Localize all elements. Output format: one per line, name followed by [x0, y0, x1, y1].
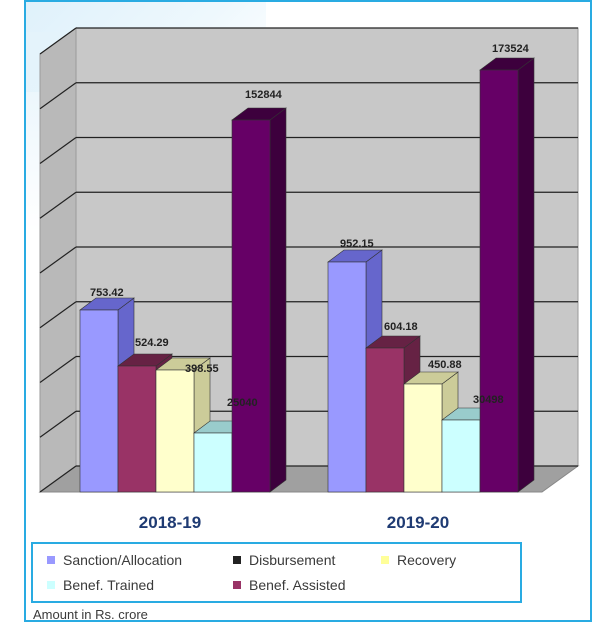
- bar: [79, 309, 119, 493]
- legend-swatch-disbursement: [233, 556, 241, 564]
- bar: [327, 261, 367, 493]
- value-label: 450.88: [428, 359, 462, 371]
- gridline-side: [39, 191, 77, 219]
- legend-label-disbursement: Disbursement: [249, 552, 336, 568]
- bar: [117, 365, 157, 493]
- bar: [365, 347, 405, 493]
- gridline-side: [39, 410, 77, 438]
- category-labels: 2018-19 2019-20: [139, 513, 449, 532]
- bars: [79, 57, 535, 493]
- gridline-side: [39, 465, 77, 493]
- legend-label-recovery: Recovery: [397, 552, 457, 568]
- legend-item-sanction: Sanction/Allocation: [47, 552, 182, 568]
- gridline-side: [39, 82, 77, 110]
- category-label: 2018-19: [139, 513, 201, 532]
- value-labels: 753.42 524.29 398.55 25040 152844 952.15 604.1…: [90, 43, 530, 409]
- legend-item-disbursement: Disbursement: [233, 552, 335, 568]
- bar: [403, 383, 443, 493]
- bar: [231, 119, 271, 493]
- bar: [155, 369, 195, 493]
- legend-item-recovery: Recovery: [381, 552, 456, 568]
- legend-item-assisted: Benef. Assisted: [233, 577, 346, 593]
- gridline-side: [39, 246, 77, 274]
- legend-swatch-assisted: [233, 581, 241, 589]
- footnote: Amount in Rs. crore: [33, 607, 148, 622]
- legend: Sanction/Allocation Disbursement Recover…: [31, 542, 522, 603]
- legend-label-assisted: Benef. Assisted: [249, 577, 346, 593]
- value-label: 604.18: [384, 321, 418, 333]
- legend-item-trained: Benef. Trained: [47, 577, 154, 593]
- value-label: 173524: [492, 43, 530, 55]
- legend-label-sanction: Sanction/Allocation: [63, 552, 183, 568]
- gridline-side: [39, 301, 77, 329]
- value-label: 398.55: [185, 363, 219, 375]
- gridline-side: [39, 27, 77, 55]
- gridline-side: [39, 137, 77, 164]
- bar: [479, 69, 519, 493]
- bar-side: [517, 57, 535, 493]
- chart-back-wall: [38, 27, 580, 493]
- legend-swatch-recovery: [381, 556, 389, 564]
- value-label: 524.29: [135, 337, 169, 349]
- bar: [193, 432, 233, 493]
- value-label: 152844: [245, 89, 283, 101]
- value-label: 25040: [227, 397, 258, 409]
- legend-label-trained: Benef. Trained: [63, 577, 155, 593]
- legend-swatch-sanction: [47, 556, 55, 564]
- value-label: 952.15: [340, 238, 374, 250]
- bar: [441, 419, 481, 493]
- bar-side: [269, 107, 287, 493]
- legend-swatch-trained: [47, 581, 55, 589]
- value-label: 753.42: [90, 287, 124, 299]
- category-label: 2019-20: [387, 513, 449, 532]
- value-label: 30498: [473, 394, 504, 406]
- gridline-side: [39, 356, 77, 383]
